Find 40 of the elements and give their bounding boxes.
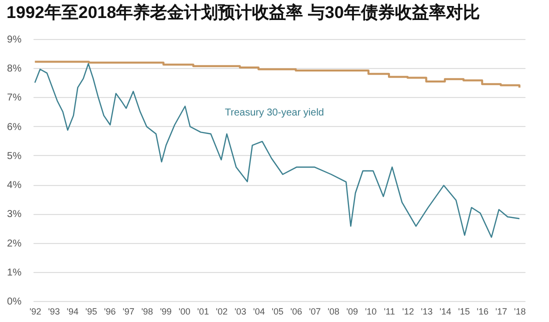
x-tick-label: '11 bbox=[384, 306, 395, 316]
x-tick-label: '99 bbox=[160, 306, 172, 316]
x-tick-label: '94 bbox=[66, 306, 79, 316]
y-tick-label: 9% bbox=[7, 34, 22, 46]
x-tick-label: '08 bbox=[328, 306, 340, 316]
x-tick-label: '07 bbox=[309, 306, 321, 316]
x-tick-label: '18 bbox=[514, 306, 526, 316]
x-tick-label: '02 bbox=[216, 306, 228, 316]
x-tick-label: '98 bbox=[141, 306, 154, 316]
y-tick-label: 4% bbox=[7, 180, 22, 192]
x-tick-label: '01 bbox=[197, 306, 209, 316]
x-tick-label: '14 bbox=[439, 306, 452, 316]
x-tick-label: '95 bbox=[85, 306, 98, 316]
x-tick-label: '09 bbox=[346, 306, 358, 316]
x-tick-label: '96 bbox=[104, 306, 116, 316]
x-tick-label: '16 bbox=[476, 306, 489, 316]
x-tick-label: '93 bbox=[48, 306, 60, 316]
x-tick-label: '13 bbox=[420, 306, 433, 316]
x-tick-label: '97 bbox=[122, 306, 134, 316]
y-tick-label: 6% bbox=[7, 122, 22, 133]
y-tick-label: 3% bbox=[7, 209, 22, 220]
line-series bbox=[34, 63, 520, 238]
y-tick-label: 1% bbox=[7, 267, 22, 278]
y-tick-label: 5% bbox=[7, 150, 22, 162]
x-tick-label: '92 bbox=[29, 306, 42, 316]
x-tick-label: '17 bbox=[495, 306, 508, 316]
y-tick-label: 8% bbox=[7, 64, 22, 75]
series-label: Treasury 30-year yield bbox=[224, 107, 324, 118]
x-tick-label: '12 bbox=[402, 306, 414, 316]
x-tick-label: '03 bbox=[234, 306, 246, 316]
chart-title: 1992年至2018年养老金计划预计收益率 与30年债券收益率对比 bbox=[6, 3, 480, 22]
x-tick-label: '15 bbox=[458, 306, 470, 316]
x-tick-label: '10 bbox=[364, 306, 377, 316]
x-tick-label: '00 bbox=[178, 306, 190, 316]
y-tick-label: 2% bbox=[7, 238, 22, 250]
y-tick-label: 7% bbox=[7, 92, 22, 104]
x-tick-label: '04 bbox=[253, 306, 265, 316]
x-tick-label: '05 bbox=[272, 306, 284, 316]
x-tick-label: '06 bbox=[290, 306, 302, 316]
y-tick-label: 0% bbox=[7, 296, 22, 308]
